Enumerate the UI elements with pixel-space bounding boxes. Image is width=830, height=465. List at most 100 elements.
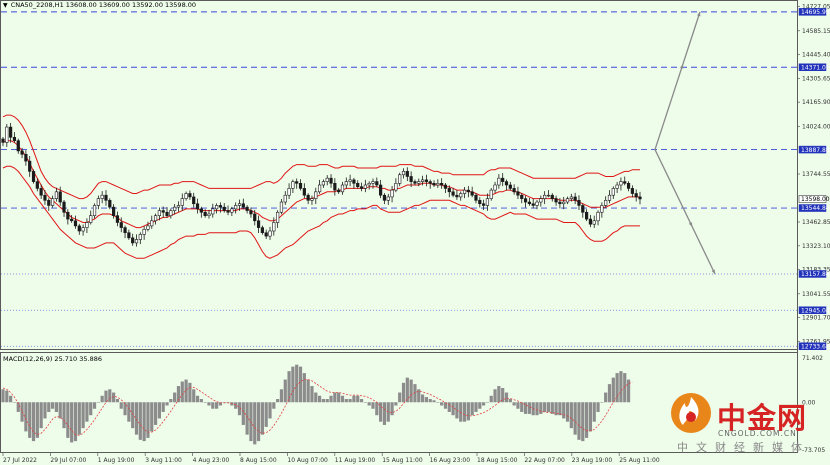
candle-body: [607, 194, 612, 201]
candle-body: [260, 227, 264, 234]
price-tag-box: [798, 342, 827, 350]
candle-body: [386, 196, 390, 201]
macd-histogram-bar: [352, 395, 356, 403]
macd-histogram-bar: [478, 402, 482, 409]
macd-histogram-bar: [16, 402, 20, 412]
macd-histogram-bar: [405, 377, 409, 403]
candle-body: [504, 181, 509, 186]
candle-body: [161, 210, 165, 213]
macd-histogram-bar: [462, 402, 467, 422]
candle-body: [131, 237, 135, 244]
candle-body: [279, 201, 284, 213]
macd-histogram-bar: [459, 402, 463, 422]
candle-body: [520, 194, 524, 199]
candle-body: [35, 181, 39, 189]
candle-body: [112, 206, 116, 216]
macd-histogram-bar: [420, 394, 425, 403]
macd-histogram-bar: [558, 402, 562, 416]
macd-histogram-bar: [565, 402, 570, 422]
macd-histogram-bar: [398, 392, 402, 403]
macd-histogram-bar: [535, 402, 539, 416]
macd-histogram-bar: [253, 402, 257, 445]
macd-histogram-bar: [443, 402, 448, 409]
candle-body: [28, 160, 32, 172]
candle-body: [401, 171, 406, 176]
macd-histogram-bar: [287, 371, 291, 403]
macd-histogram-bar: [359, 399, 364, 403]
arrow-head-icon: [679, 64, 684, 69]
macd-histogram-bar: [260, 402, 264, 435]
candlestick-series: [1, 122, 642, 247]
macd-histogram-bar: [413, 384, 417, 403]
candle-body: [619, 181, 623, 186]
macd-histogram-bar: [173, 392, 177, 403]
candle-body: [405, 171, 409, 177]
macd-histogram-bar: [489, 395, 493, 403]
macd-histogram-bar: [264, 402, 268, 427]
candle-body: [165, 211, 169, 216]
projection-arrow-line[interactable]: [654, 11, 701, 150]
macd-histogram-bar: [283, 379, 287, 403]
price-tag-box: [798, 195, 827, 203]
candle-body: [96, 198, 100, 206]
candle-body: [134, 239, 139, 244]
macd-histogram-bar: [550, 402, 554, 414]
macd-histogram-bar: [39, 402, 43, 429]
candle-body: [108, 200, 112, 208]
candle-body: [31, 171, 36, 182]
price-axis[interactable]: 14727.05 14585.15 14445.40 14305.65 14165.90…: [797, 4, 830, 454]
candle-body: [550, 194, 554, 199]
macd-histogram-bar: [447, 402, 451, 412]
macd-histogram-bar: [119, 402, 123, 409]
time-tick-label: 11 Aug 19:00: [335, 457, 376, 464]
time-axis[interactable]: 27 Jul 2022 29 Jul 07:00 1 Aug 19:00 3 Aug …: [2, 453, 660, 464]
candle-body: [470, 191, 474, 196]
candle-body: [382, 194, 387, 201]
macd-histogram-bar: [28, 402, 32, 438]
time-tick-label: 16 Aug 23:00: [430, 457, 471, 464]
candle-body: [92, 205, 97, 216]
triangle-down-icon[interactable]: ▼: [3, 2, 8, 9]
macd-histogram-bar: [329, 395, 333, 403]
price-tick-label: 13183.35: [802, 267, 830, 274]
macd-histogram-bar: [241, 402, 245, 425]
macd-histogram-bar: [218, 402, 223, 406]
candle-body: [623, 181, 627, 184]
projection-arrows[interactable]: [654, 11, 716, 275]
horizontal-levels[interactable]: [1, 11, 797, 347]
macd-histogram-bar: [310, 386, 314, 403]
macd-histogram-bar: [127, 402, 131, 422]
macd-histogram-bar: [108, 389, 112, 403]
macd-histogram-bar: [31, 402, 36, 442]
candle-body: [256, 220, 261, 228]
candle-body: [501, 177, 505, 182]
candle-body: [123, 227, 127, 234]
macd-histogram-bar: [474, 402, 478, 412]
candle-body: [592, 220, 596, 225]
candle-body: [173, 206, 177, 211]
candle-body: [428, 181, 432, 184]
candle-body: [54, 191, 59, 199]
macd-histogram-bar: [66, 402, 70, 438]
candle-body: [43, 194, 47, 201]
candle-body: [211, 208, 215, 215]
candle-body: [237, 203, 242, 206]
macd-histogram-bar: [375, 402, 379, 416]
macd-title: MACD(12,26,9) 25.710 35.886: [3, 355, 102, 363]
macd-histogram-bar: [207, 402, 211, 406]
candle-body: [436, 182, 440, 186]
macd-histogram-bar: [325, 399, 329, 403]
candle-body: [420, 179, 425, 182]
candle-body: [184, 193, 188, 199]
macd-histogram-bar: [356, 395, 360, 403]
macd-histogram-bar: [371, 402, 375, 409]
candle-body: [459, 193, 463, 198]
time-tick-label: 15 Aug 11:00: [382, 457, 423, 464]
candle-body: [493, 184, 497, 191]
projection-arrow-line[interactable]: [654, 149, 716, 275]
macd-histogram-bar: [390, 402, 394, 416]
macd-histogram-bar: [245, 402, 249, 435]
macd-histogram-bar: [455, 402, 459, 419]
